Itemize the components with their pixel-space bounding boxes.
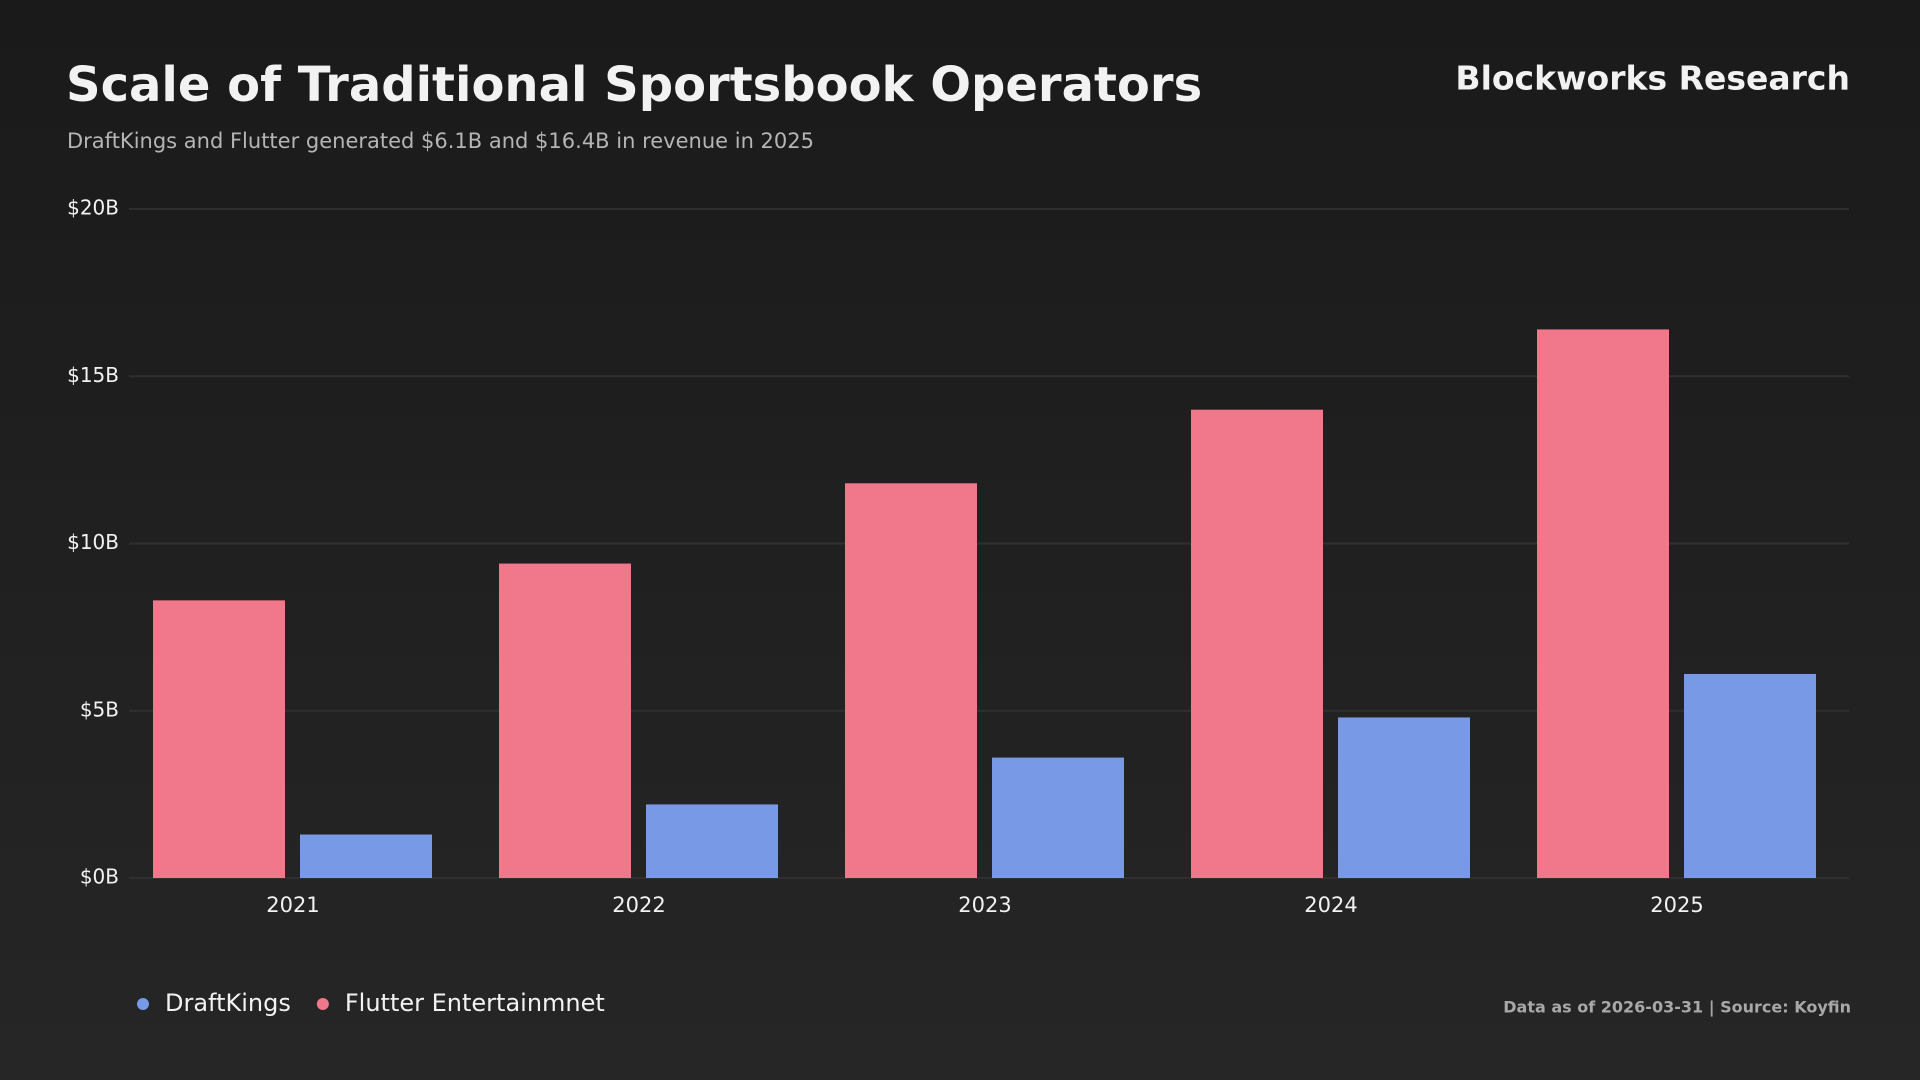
bar [845, 483, 977, 878]
y-tick-label: $10B [67, 530, 119, 554]
bar [300, 834, 432, 878]
chart-subtitle: DraftKings and Flutter generated $6.1B a… [67, 129, 814, 153]
legend-label: DraftKings [165, 989, 291, 1017]
y-tick-label: $5B [80, 697, 119, 721]
brand: Blockworks Research [1455, 59, 1850, 98]
bar [1191, 409, 1323, 878]
y-tick-label: $15B [67, 363, 119, 387]
x-tick-label: 2022 [612, 893, 665, 917]
source-note: Data as of 2026-03-31 | Source: Koyfin [1503, 998, 1851, 1018]
bar [153, 600, 285, 878]
bar [1684, 673, 1816, 878]
bar [499, 563, 631, 878]
x-tick-label: 2024 [1304, 893, 1357, 917]
bar [1338, 717, 1470, 878]
x-tick-label: 2023 [958, 893, 1011, 917]
chart-title: Scale of Traditional Sportsbook Operator… [66, 57, 1202, 113]
y-tick-label: $0B [80, 865, 119, 889]
x-tick-label: 2021 [266, 893, 319, 917]
bar [1537, 329, 1669, 878]
legend-swatch [316, 998, 329, 1010]
y-tick-label: $20B [67, 196, 119, 220]
x-tick-label: 2025 [1650, 893, 1703, 917]
bar [646, 804, 778, 878]
bar [992, 757, 1124, 878]
legend-label: Flutter Entertainmnet [345, 989, 605, 1017]
legend-swatch [137, 998, 149, 1010]
